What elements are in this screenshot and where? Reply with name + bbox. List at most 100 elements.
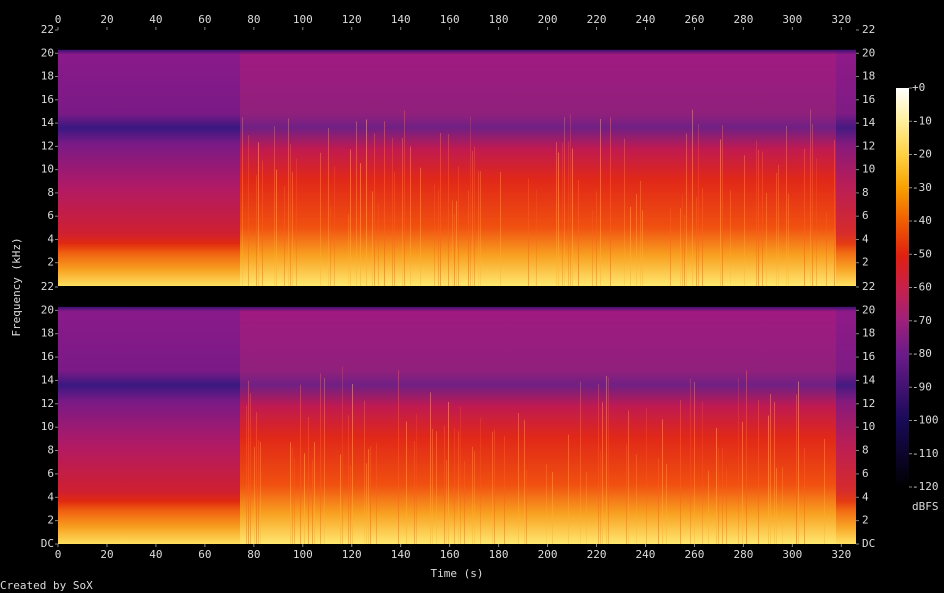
texture-stripe — [640, 180, 641, 286]
y-tick-label-right: 2 — [862, 256, 869, 269]
x-tick-label-top: 260 — [685, 13, 705, 26]
texture-stripe — [564, 117, 565, 287]
texture-stripe — [680, 208, 681, 286]
texture-stripe — [630, 206, 631, 286]
y-tick-label: 10 — [41, 420, 54, 433]
texture-stripe — [776, 172, 777, 286]
texture-stripe — [558, 152, 559, 286]
y-tick-label-right: 8 — [862, 444, 869, 457]
texture-stripe — [682, 193, 683, 286]
texture-stripe — [606, 375, 607, 544]
x-tick-label-top: 300 — [782, 13, 802, 26]
texture-stripe — [340, 454, 341, 544]
texture-stripe — [342, 366, 343, 544]
x-axis-label: Time (s) — [431, 567, 484, 580]
spectrogram-tail — [836, 49, 856, 287]
y-tick-label: 14 — [41, 116, 55, 129]
texture-stripe — [292, 172, 293, 286]
texture-stripe — [374, 133, 375, 286]
texture-stripe — [670, 208, 671, 286]
texture-stripe — [636, 194, 637, 286]
y-tick-label: 8 — [47, 444, 54, 457]
y-tick-label-right: 4 — [862, 490, 869, 503]
y-tick-label: 16 — [41, 350, 54, 363]
texture-stripe — [768, 415, 769, 544]
texture-stripe — [646, 407, 647, 544]
texture-stripe — [254, 447, 255, 544]
x-tick-label: 260 — [685, 548, 705, 561]
x-tick-label: 160 — [440, 548, 460, 561]
texture-stripe — [722, 125, 723, 287]
texture-stripe — [432, 428, 433, 544]
texture-stripe — [798, 381, 799, 544]
texture-stripe — [392, 137, 393, 286]
x-tick-label-top: 200 — [538, 13, 558, 26]
y-tick-label: 4 — [47, 490, 54, 503]
x-tick-label-top: 80 — [247, 13, 260, 26]
texture-stripe — [350, 149, 351, 286]
colorbar-tick-label: -120 — [912, 480, 939, 493]
texture-stripe — [404, 110, 405, 287]
spectrogram-quiet — [58, 49, 240, 287]
texture-stripe — [774, 401, 775, 544]
colorbar-tick-label: -110 — [912, 447, 939, 460]
y-tick-label: 14 — [41, 373, 55, 386]
y-tick-label: 12 — [41, 139, 54, 152]
texture-stripe — [562, 142, 563, 286]
texture-stripe — [702, 188, 703, 286]
texture-stripe — [602, 402, 603, 544]
y-tick-label-right: 2 — [862, 514, 869, 527]
texture-stripe — [308, 417, 309, 544]
y-tick-label-right: 16 — [862, 93, 875, 106]
x-tick-label-top: 40 — [149, 13, 162, 26]
x-tick-label: 220 — [587, 548, 607, 561]
texture-stripe — [290, 442, 291, 544]
texture-stripe — [352, 383, 353, 544]
x-tick-label: 0 — [55, 548, 62, 561]
texture-stripe — [304, 453, 305, 544]
x-tick-label: 320 — [831, 548, 851, 561]
x-tick-label-top: 140 — [391, 13, 411, 26]
texture-stripe — [430, 392, 431, 544]
y-tick-label: 2 — [47, 256, 54, 269]
texture-stripe — [472, 446, 473, 544]
texture-stripe — [494, 429, 495, 544]
y-tick-label: 22 — [41, 23, 54, 36]
x-tick-label-top: 220 — [587, 13, 607, 26]
y-tick-label: 18 — [41, 70, 54, 83]
texture-stripe — [288, 118, 289, 286]
texture-stripe — [480, 171, 481, 286]
y-tick-label: DC — [41, 537, 54, 550]
spectrogram-loud — [240, 306, 856, 544]
texture-stripe — [796, 394, 797, 544]
texture-stripe — [328, 128, 329, 286]
texture-stripe — [568, 434, 569, 544]
texture-stripe — [698, 123, 699, 286]
texture-stripe — [596, 191, 597, 286]
texture-stripe — [744, 155, 745, 286]
x-tick-label-top: 280 — [733, 13, 753, 26]
texture-stripe — [366, 463, 367, 544]
texture-stripe — [250, 393, 251, 544]
texture-stripe — [334, 166, 335, 286]
y-tick-label-right: DC — [862, 537, 875, 550]
y-tick-label-right: 14 — [862, 116, 876, 129]
y-tick-label-right: 20 — [862, 46, 875, 59]
texture-stripe — [314, 442, 315, 544]
texture-stripe — [552, 472, 553, 544]
x-tick-label-top: 240 — [636, 13, 656, 26]
texture-stripe — [284, 186, 285, 286]
texture-stripe — [758, 400, 759, 544]
colorbar-tick-label: -60 — [912, 281, 932, 294]
texture-stripe — [696, 196, 697, 286]
texture-stripe — [320, 373, 321, 544]
texture-stripe — [726, 468, 727, 544]
y-tick-label-right: 4 — [862, 232, 869, 245]
texture-stripe — [454, 427, 455, 544]
colorbar-tick-label: -80 — [912, 347, 932, 360]
colorbar-tick-label: -40 — [912, 214, 932, 227]
spectrogram-loud — [240, 49, 856, 287]
texture-stripe — [658, 458, 659, 544]
y-tick-label-right: 6 — [862, 209, 869, 222]
y-tick-label-right: 12 — [862, 397, 875, 410]
